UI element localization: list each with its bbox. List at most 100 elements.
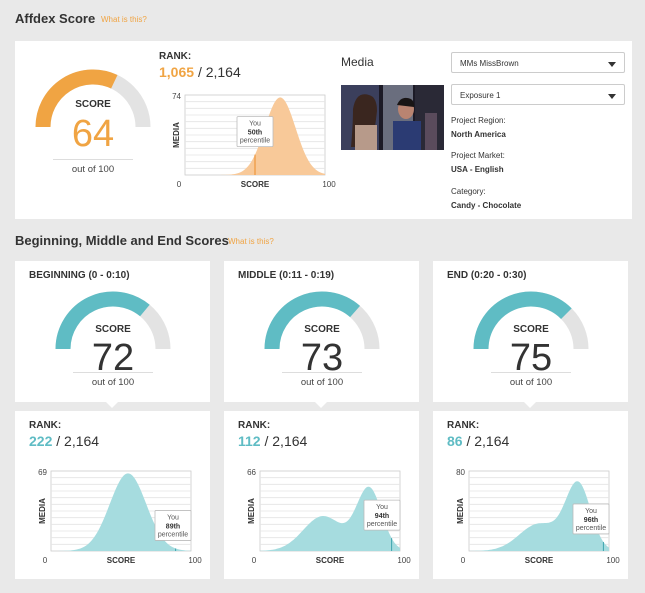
project-region-value: North America xyxy=(451,130,506,139)
chart-tooltip-box xyxy=(572,503,610,535)
segment-rank-total: / 2,164 xyxy=(264,433,308,449)
chart-y-axis-title: MEDIA xyxy=(172,122,181,148)
chart-tooltip-percentile-word: percentile xyxy=(158,531,188,538)
chart-tooltip-you: You xyxy=(376,504,388,511)
segment-score-value: 75 xyxy=(509,337,553,379)
chart-density-area xyxy=(185,97,325,175)
chart-tooltip-box xyxy=(363,499,401,531)
media-select-value: MMs MissBrown xyxy=(460,59,519,68)
segment-score-gauge xyxy=(264,291,380,350)
segment-rank-total: / 2,164 xyxy=(466,433,510,449)
category-value: Candy - Chocolate xyxy=(451,201,522,210)
segment-rank: 112 / 2,164 xyxy=(238,433,307,449)
segment-rank-card: RANK: 222 / 2,164 You 89th percentile 69 MED… xyxy=(15,411,210,579)
chart-tooltip-percentile-word: percentile xyxy=(576,525,606,532)
project-market-value: USA - English xyxy=(451,165,504,174)
chart-x-min-label: 0 xyxy=(252,556,257,565)
chart-tooltip-you: You xyxy=(249,121,261,128)
chart-x-axis-title: SCORE xyxy=(241,180,270,189)
chart-tooltip-percentile: 50th xyxy=(248,130,262,137)
card-notch xyxy=(106,402,118,408)
chart-x-axis-title: SCORE xyxy=(107,556,136,565)
segment-rank-label: RANK: xyxy=(29,420,62,431)
chart-y-axis-title: MEDIA xyxy=(38,498,47,524)
chart-x-min-label: 0 xyxy=(461,556,466,565)
chart-tooltip-you: You xyxy=(585,508,597,515)
segment-title: MIDDLE (0:11 - 0:19) xyxy=(238,270,335,281)
segment-rank-number: 86 xyxy=(447,433,463,449)
segment-rank: 86 / 2,164 xyxy=(447,433,509,449)
project-region-label: Project Region: xyxy=(451,116,506,125)
chart-x-min-label: 0 xyxy=(177,180,182,189)
chart-x-axis-title: SCORE xyxy=(525,556,554,565)
chart-tooltip-you: You xyxy=(167,514,179,521)
chart-y-max-label: 74 xyxy=(172,92,181,101)
media-select[interactable]: MMs MissBrown xyxy=(451,52,625,73)
overall-out-of: out of 100 xyxy=(53,159,133,175)
segment-score-gauge xyxy=(55,291,171,350)
segment-score-label: SCORE xyxy=(304,324,340,335)
overall-score-gauge xyxy=(35,69,151,128)
overall-score-card: SCORE 64 out of 100 RANK: 1,065 / 2,164 … xyxy=(15,41,632,219)
chart-y-axis-title: MEDIA xyxy=(247,498,256,524)
segment-out-of: out of 100 xyxy=(73,372,153,388)
chart-tooltip-box xyxy=(154,510,192,541)
segment-rank-card: RANK: 86 / 2,164 You 96th percentile 80 MEDI… xyxy=(433,411,628,579)
caret-down-icon xyxy=(608,94,616,99)
chart-tooltip-percentile: 94th xyxy=(375,513,389,520)
overall-rank-label: RANK: xyxy=(159,51,192,62)
chart-y-axis-title: MEDIA xyxy=(456,498,465,524)
chart-tooltip-percentile: 89th xyxy=(166,523,180,530)
segment-rank-number: 112 xyxy=(238,433,261,449)
media-thumbnail[interactable] xyxy=(341,85,444,150)
overall-gauge-fill xyxy=(35,69,118,128)
what-is-this-link[interactable]: What is this? xyxy=(101,15,147,24)
chart-x-max-label: 100 xyxy=(188,556,202,565)
segment-rank-total: / 2,164 xyxy=(56,433,100,449)
segment-rank-label: RANK: xyxy=(447,420,480,431)
chart-y-max-label: 66 xyxy=(247,468,256,477)
segment-rank-label: RANK: xyxy=(238,420,271,431)
segment-rank-number: 222 xyxy=(29,433,53,449)
chart-tooltip-box xyxy=(236,116,274,148)
chart-y-max-label: 80 xyxy=(456,468,465,477)
section-title-affdex-score: Affdex Score xyxy=(15,11,96,26)
overall-score-value: 64 xyxy=(71,113,115,155)
segment-rank-card: RANK: 112 / 2,164 You 94th percentile 66 MED… xyxy=(224,411,419,579)
overall-rank-total: / 2,164 xyxy=(197,64,241,80)
segment-rank: 222 / 2,164 xyxy=(29,433,99,449)
chart-tooltip-percentile-word: percentile xyxy=(240,138,270,145)
segment-out-of: out of 100 xyxy=(282,372,362,388)
card-notch xyxy=(315,402,327,408)
overall-rank: 1,065 / 2,164 xyxy=(159,64,241,80)
segment-score-gauge xyxy=(473,291,589,350)
chart-x-max-label: 100 xyxy=(397,556,411,565)
segment-gauge-fill xyxy=(55,291,150,350)
exposure-select[interactable]: Exposure 1 xyxy=(451,84,625,105)
media-title: Media xyxy=(341,55,374,69)
chart-x-max-label: 100 xyxy=(322,180,336,189)
chart-tooltip-percentile: 96th xyxy=(584,517,598,524)
segment-score-value: 73 xyxy=(300,337,344,379)
segment-gauge-fill xyxy=(473,291,572,350)
segment-title: BEGINNING (0 - 0:10) xyxy=(29,270,130,281)
overall-rank-number: 1,065 xyxy=(159,64,195,80)
segment-title: END (0:20 - 0:30) xyxy=(447,270,527,281)
what-is-this-link-segments[interactable]: What is this? xyxy=(228,237,274,246)
overall-score-label: SCORE xyxy=(75,99,111,110)
chart-x-max-label: 100 xyxy=(606,556,620,565)
card-notch xyxy=(524,402,536,408)
segment-score-label: SCORE xyxy=(513,324,549,335)
project-market-label: Project Market: xyxy=(451,151,505,160)
segment-score-card: END (0:20 - 0:30) SCORE 75 out of 100 xyxy=(433,261,628,408)
segment-out-of: out of 100 xyxy=(491,372,571,388)
chart-tooltip-percentile-word: percentile xyxy=(367,521,397,528)
exposure-select-value: Exposure 1 xyxy=(460,91,501,100)
section-title-segments: Beginning, Middle and End Scores xyxy=(15,233,229,248)
chart-y-max-label: 69 xyxy=(38,468,47,477)
segment-score-label: SCORE xyxy=(95,324,131,335)
segment-score-value: 72 xyxy=(91,337,135,379)
